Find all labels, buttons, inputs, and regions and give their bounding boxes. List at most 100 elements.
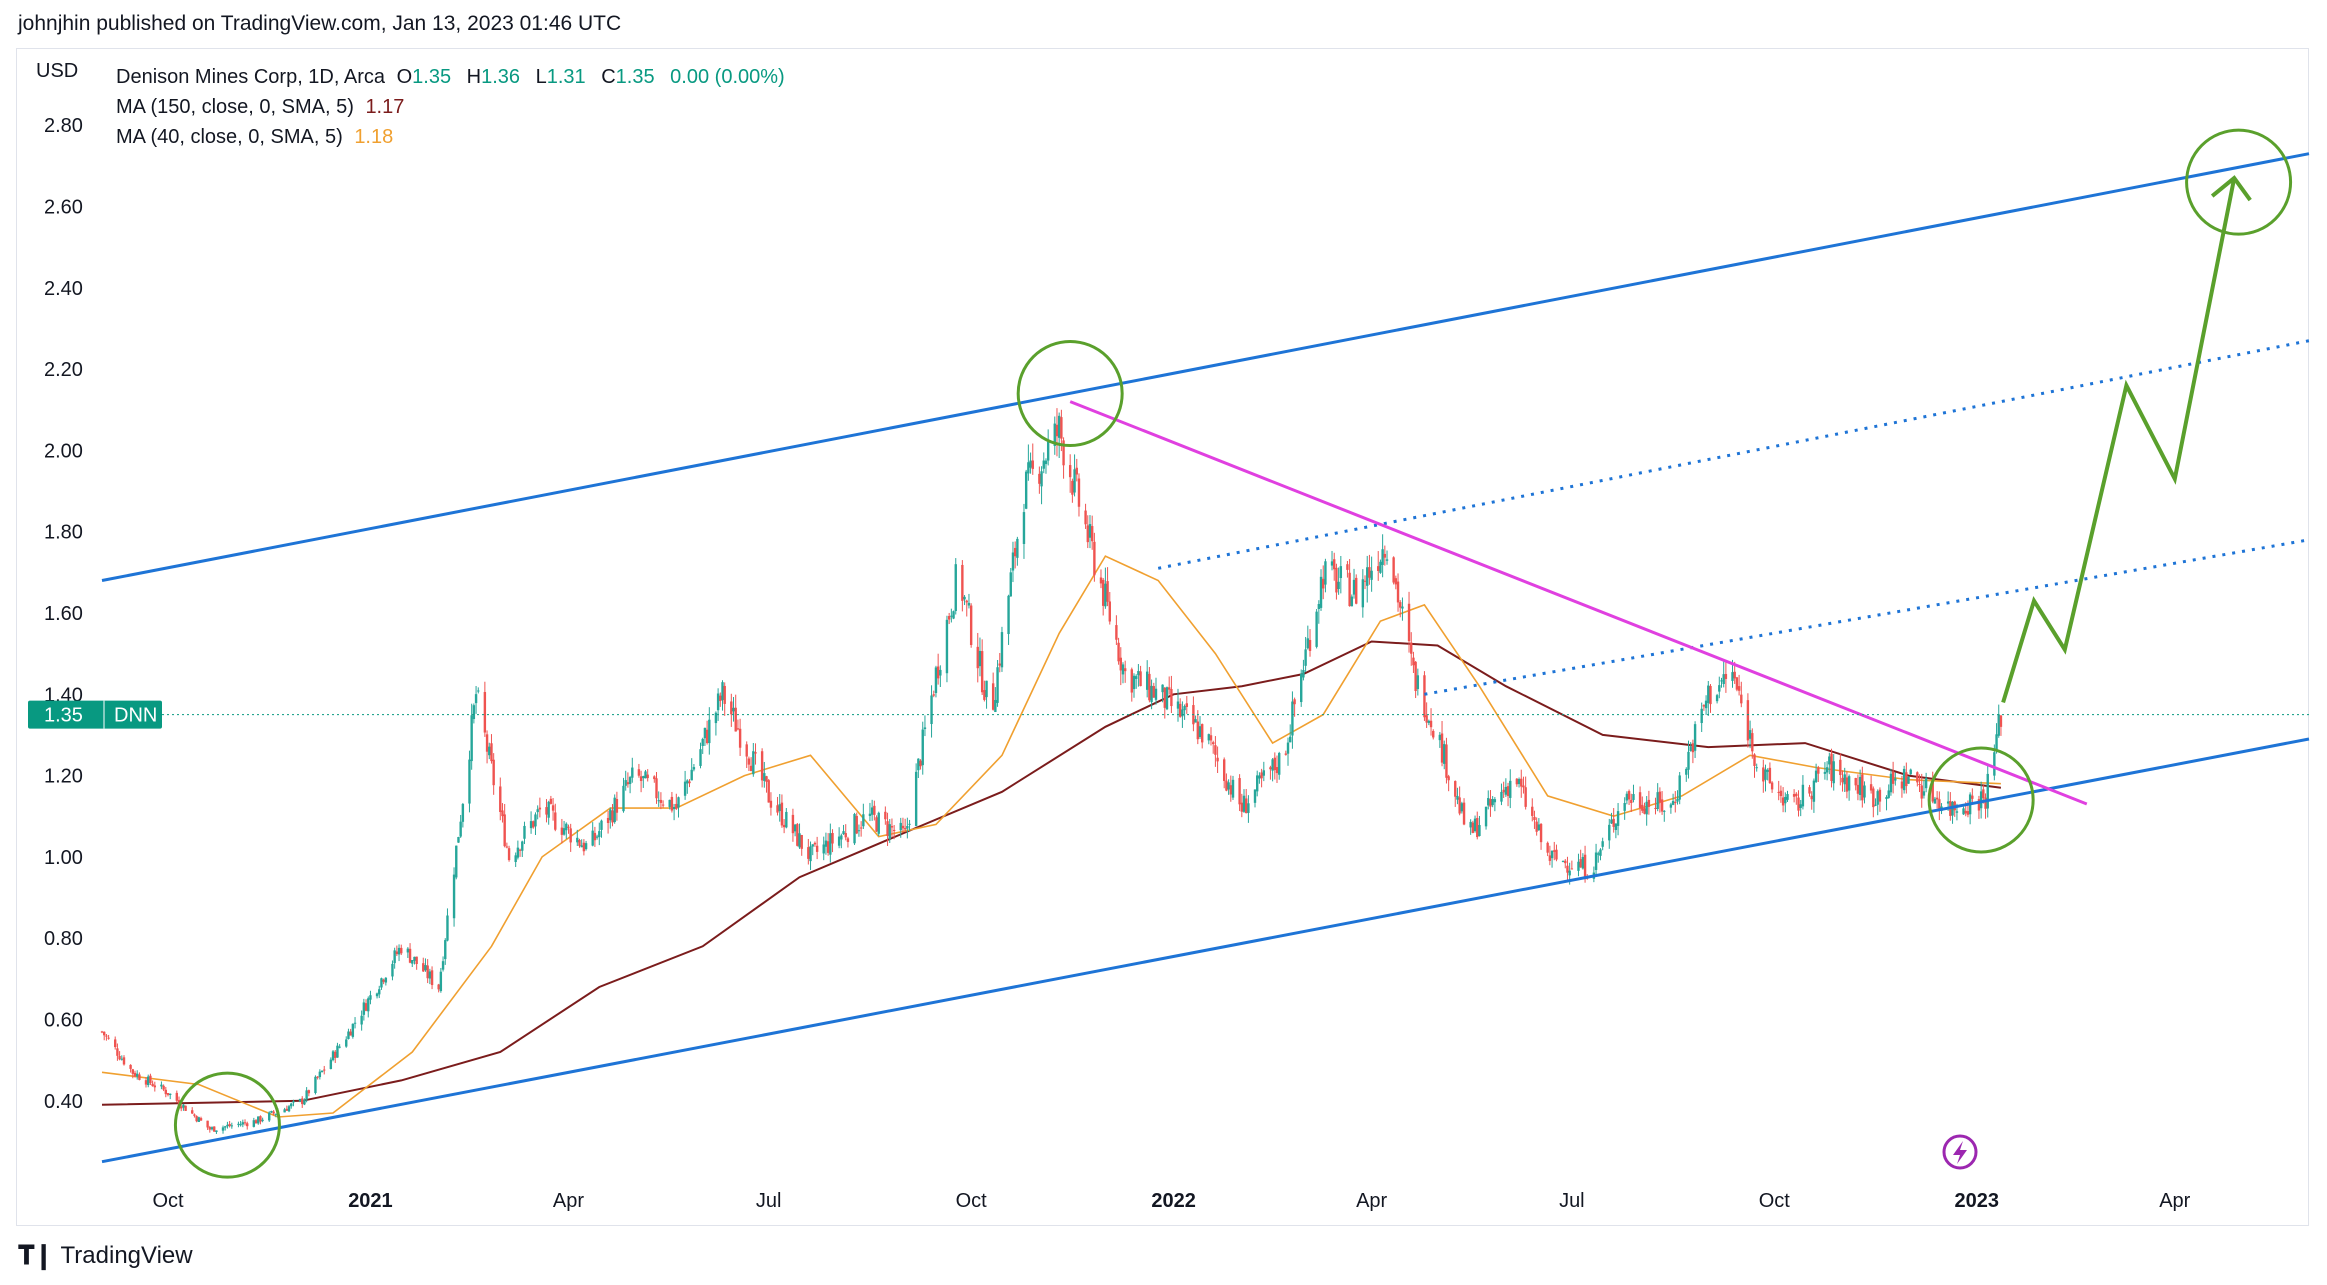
candle-body — [690, 769, 693, 781]
candle-body — [584, 843, 588, 850]
candle-body — [551, 805, 555, 811]
candle-body — [133, 1072, 137, 1077]
candle-body — [1484, 806, 1488, 827]
candle-body — [1520, 778, 1523, 787]
candle-body — [268, 1112, 271, 1121]
close-value: 1.35 — [615, 66, 655, 88]
candle-body — [1302, 670, 1305, 678]
candle-body — [1154, 688, 1158, 700]
candle-body — [1524, 787, 1527, 807]
low-value: 1.31 — [546, 66, 586, 88]
legend-ohlc: O1.35 H1.36 L1.31 C1.35 0.00 (0.00%) — [397, 66, 791, 88]
candle-body — [967, 602, 971, 606]
candle-body — [1291, 701, 1294, 736]
candle-body — [1799, 804, 1802, 808]
candle-body — [1401, 606, 1404, 609]
candle-body — [1011, 552, 1015, 571]
candle-body — [875, 817, 878, 832]
candle-body — [382, 979, 385, 982]
chart-area[interactable] — [16, 48, 2309, 1226]
alert-icon[interactable] — [1942, 1134, 1978, 1170]
candle-body — [562, 828, 566, 835]
candle-body — [683, 781, 687, 796]
candle-body — [1995, 734, 1998, 750]
candle-body — [351, 1023, 355, 1037]
legend-symbol-row: Denison Mines Corp, 1D, Arca O1.35 H1.36… — [116, 62, 797, 92]
candle-body — [1902, 768, 1906, 791]
candle-body — [136, 1073, 139, 1077]
candle-body — [692, 767, 696, 770]
x-tick-label: Oct — [152, 1190, 184, 1212]
candle-body — [686, 780, 689, 784]
candle-body — [631, 767, 634, 778]
ma40-line — [101, 555, 2001, 1118]
candle-body — [985, 680, 988, 698]
candle-body — [1460, 803, 1464, 812]
candle-body — [853, 814, 856, 844]
candle-body — [622, 785, 625, 812]
candle-body — [353, 1022, 357, 1024]
candle-body — [1577, 861, 1580, 871]
candle-body — [769, 800, 773, 808]
candle-body — [1330, 561, 1334, 566]
candle-body — [1982, 789, 1985, 799]
candle-body — [1814, 770, 1818, 782]
candle-body — [323, 1069, 326, 1071]
candle-body — [1337, 581, 1340, 590]
candle-body — [1432, 730, 1435, 738]
candle-body — [800, 834, 803, 849]
candle-body — [1165, 687, 1169, 710]
candle-body — [798, 833, 801, 848]
candle-body — [439, 971, 443, 992]
candle-body — [430, 970, 434, 986]
high-label: H — [466, 66, 482, 88]
candle-body — [1678, 775, 1681, 800]
candle-body — [534, 814, 537, 827]
candle-body — [670, 796, 674, 811]
candle-body — [1322, 578, 1325, 589]
candle-body — [472, 705, 476, 720]
tradingview-logo[interactable]: 𝐓❙ TradingView — [18, 1240, 193, 1272]
close-label: C — [601, 66, 616, 88]
candle-body — [129, 1064, 132, 1069]
legend-ma150-row[interactable]: MA (150, close, 0, SMA, 5) 1.17 — [116, 92, 797, 122]
candle-body — [1823, 771, 1827, 774]
candle-body — [360, 1015, 363, 1025]
candle-body — [1315, 611, 1318, 647]
candle-body — [855, 815, 858, 834]
candle-body — [1379, 561, 1382, 573]
candle-body — [1891, 771, 1895, 784]
candle-body — [1768, 767, 1772, 784]
candle-body — [1060, 417, 1063, 439]
candle-body — [347, 1031, 350, 1039]
candle-body — [1273, 757, 1277, 771]
candle-body — [1150, 685, 1153, 703]
candle-body — [606, 817, 610, 824]
candle-body — [1764, 769, 1767, 780]
candle-body — [1854, 778, 1857, 786]
candle-body — [1872, 788, 1875, 808]
candle-body — [490, 743, 493, 762]
y-tick-label: 2.00 — [44, 440, 83, 462]
candle-body — [1053, 423, 1056, 446]
candle-body — [1412, 657, 1415, 666]
candle-body — [846, 838, 850, 842]
candle-body — [287, 1106, 291, 1112]
candle-body — [859, 827, 863, 829]
candle-body — [1214, 745, 1217, 755]
candle-body — [1539, 823, 1543, 843]
ma150-value: 1.17 — [365, 96, 405, 118]
candle-body — [1106, 581, 1109, 602]
candle-body — [840, 835, 843, 840]
legend-ma40-row[interactable]: MA (40, close, 0, SMA, 5) 1.18 — [116, 122, 797, 152]
candle-body — [1491, 799, 1494, 806]
candle-body — [254, 1120, 258, 1124]
price-badge-bg — [28, 700, 162, 729]
candle-body — [1984, 797, 1987, 809]
y-tick-label: 1.20 — [44, 766, 83, 788]
candle-body — [1931, 778, 1934, 802]
channel-lower-line — [101, 737, 2310, 1164]
legend-symbol[interactable]: Denison Mines Corp, 1D, Arca — [116, 66, 386, 88]
candle-body — [1777, 791, 1780, 793]
